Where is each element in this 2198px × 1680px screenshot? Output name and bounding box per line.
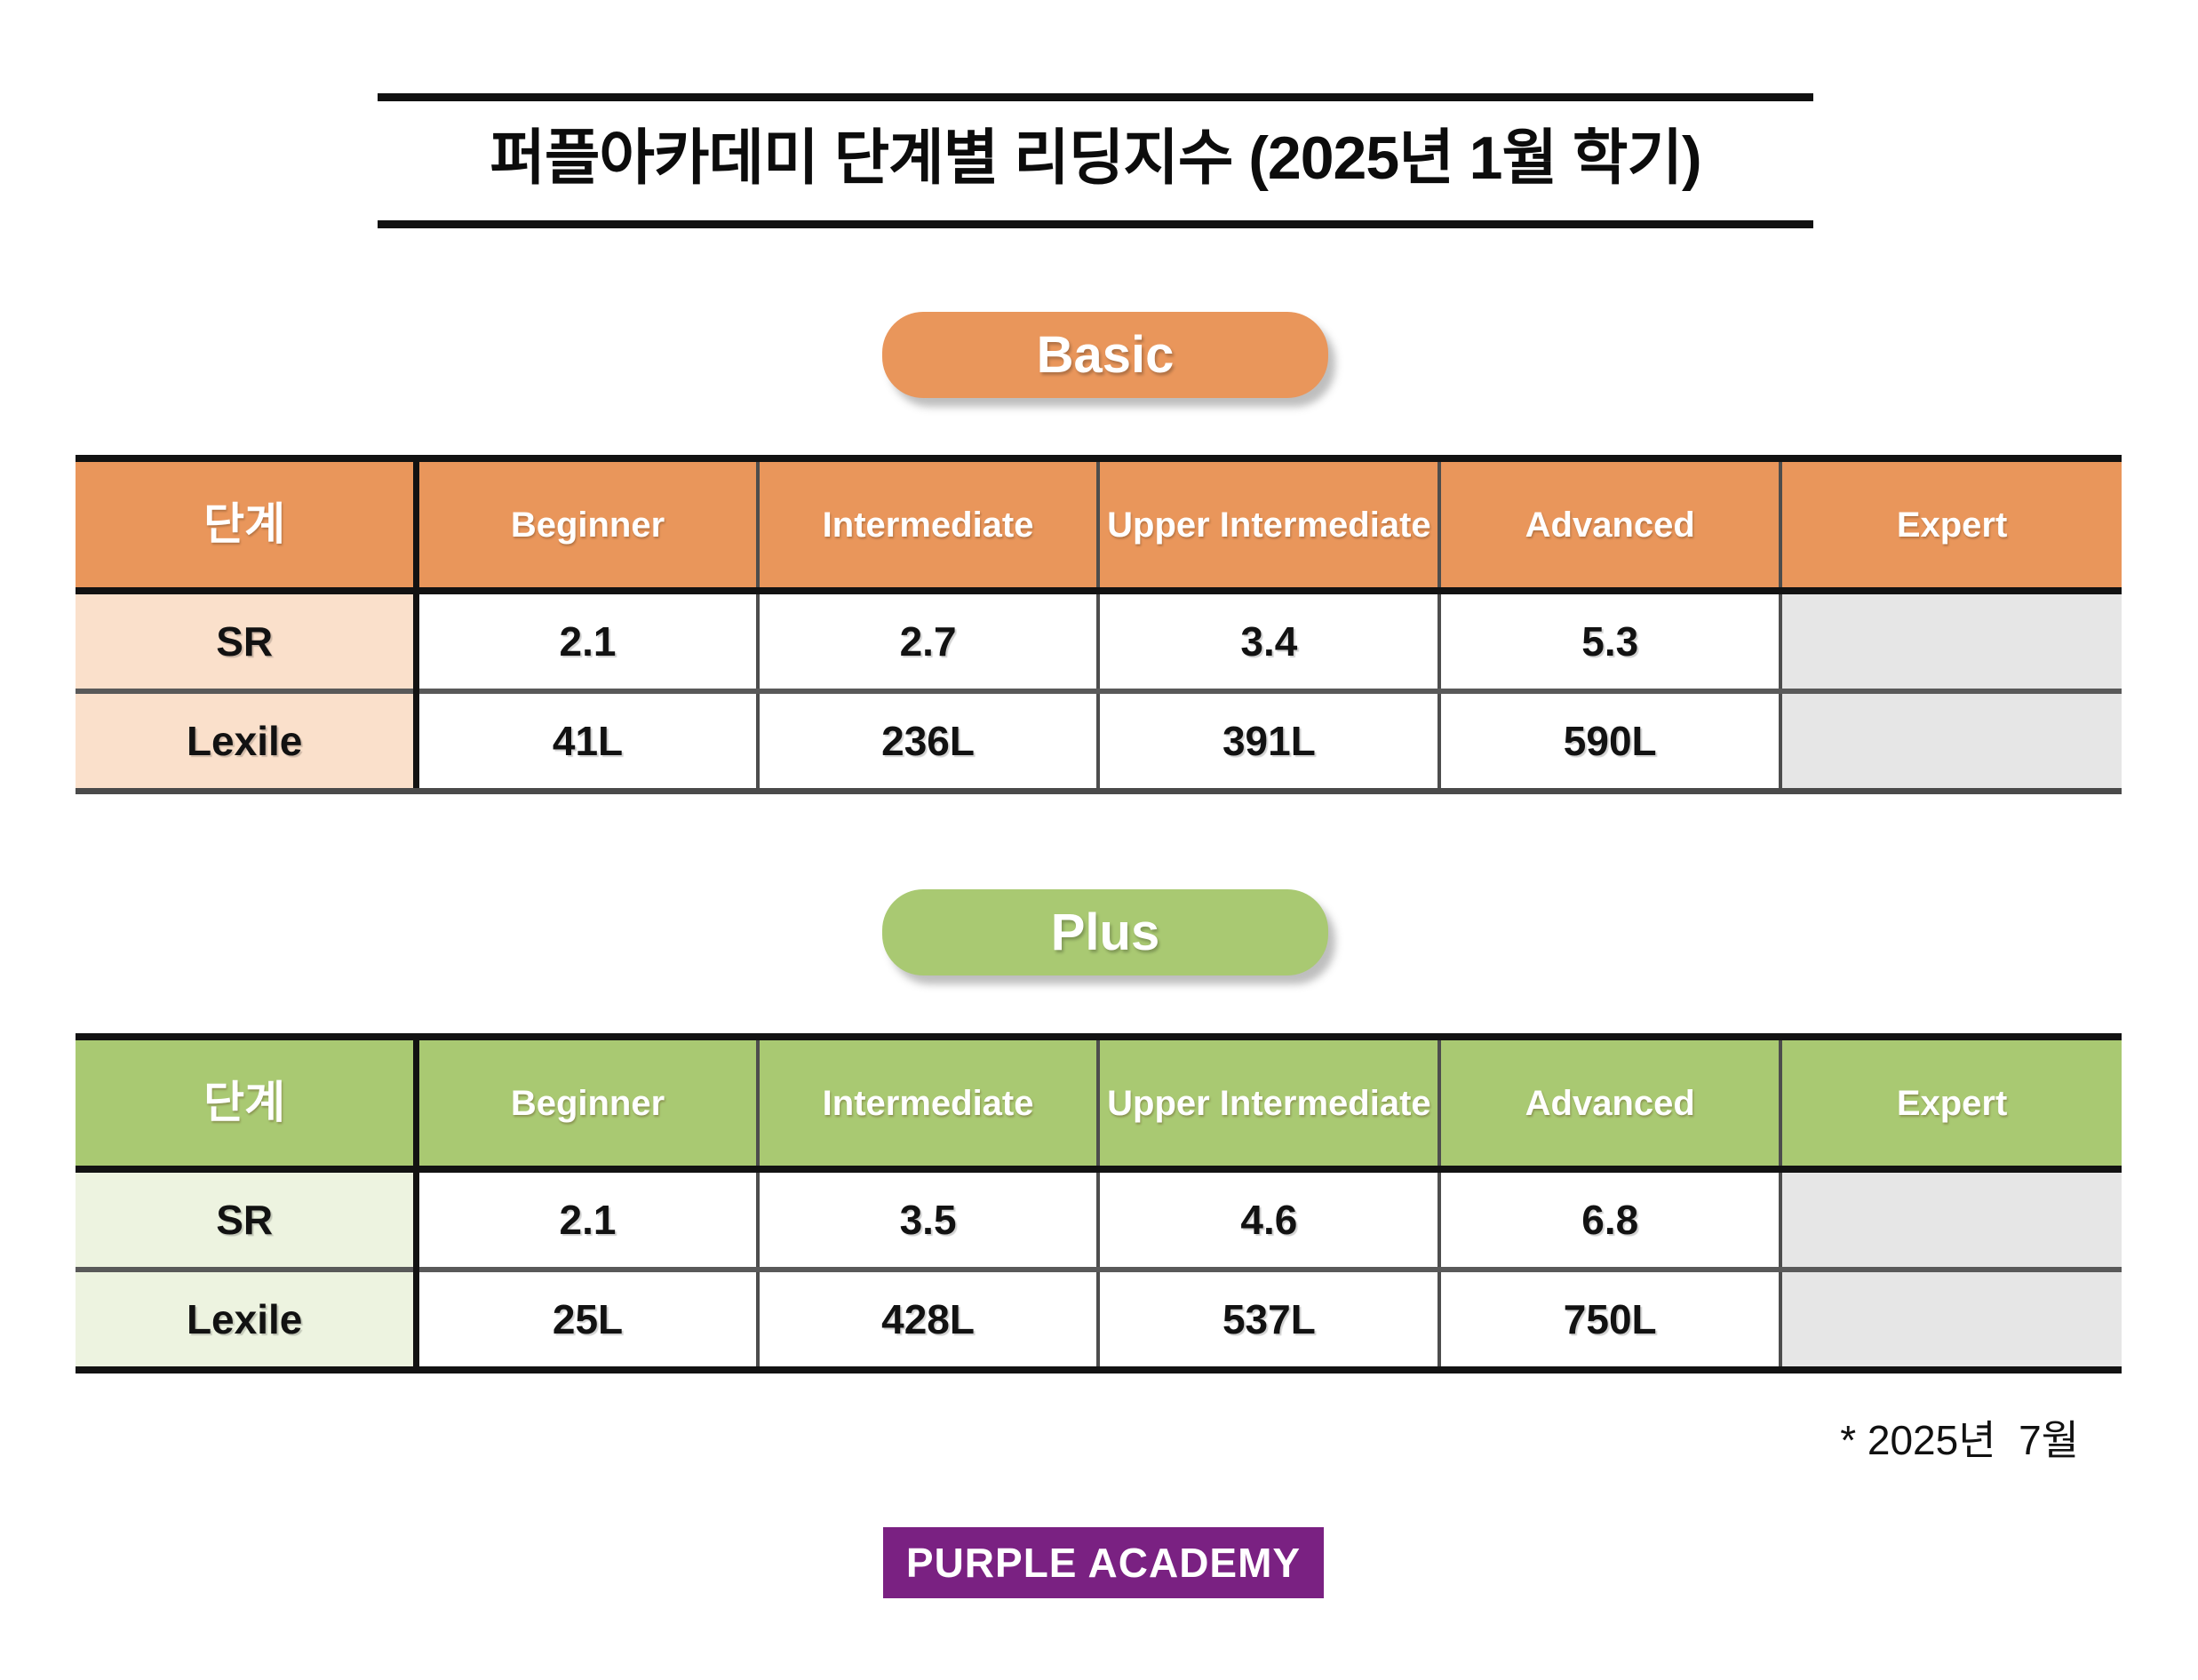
purple-academy-logo: PURPLE ACADEMY <box>883 1527 1324 1598</box>
plus-header-advanced: Advanced <box>1437 1033 1781 1173</box>
plus-lexile-advanced-value: 750L <box>1437 1270 1781 1373</box>
basic-level-table: 단계 Beginner Intermediate Upper Intermedi… <box>76 455 2122 794</box>
basic-lexile-beginner-value: 41L <box>413 691 758 794</box>
plus-lexile-row: Lexile 25L 428L 537L 750L <box>76 1270 2122 1373</box>
basic-sr-intermediate-value: 2.7 <box>755 591 1099 694</box>
basic-header-intermediate: Intermediate <box>755 455 1099 594</box>
plus-sr-beginner-value: 2.1 <box>413 1169 758 1272</box>
plus-header-upper-intermediate: Upper Intermediate <box>1096 1033 1440 1173</box>
basic-sr-row: SR 2.1 2.7 3.4 5.3 <box>76 591 2122 694</box>
plus-lexile-intermediate-value: 428L <box>755 1270 1099 1373</box>
basic-level-badge: Basic <box>882 312 1328 398</box>
basic-lexile-row-label: Lexile <box>76 691 417 794</box>
plus-lexile-upper-intermediate-value: 537L <box>1096 1270 1440 1373</box>
basic-sr-upper-intermediate-value: 3.4 <box>1096 591 1440 694</box>
basic-lexile-intermediate-value: 236L <box>755 691 1099 794</box>
basic-header-row: 단계 Beginner Intermediate Upper Intermedi… <box>76 455 2122 594</box>
plus-sr-upper-intermediate-value: 4.6 <box>1096 1169 1440 1272</box>
plus-header-intermediate: Intermediate <box>755 1033 1099 1173</box>
plus-sr-intermediate-value: 3.5 <box>755 1169 1099 1272</box>
plus-header-beginner: Beginner <box>413 1033 758 1173</box>
date-footnote: * 2025년 7월 <box>1840 1417 2079 1463</box>
plus-lexile-beginner-value: 25L <box>413 1270 758 1373</box>
plus-header-stage: 단계 <box>76 1033 417 1173</box>
basic-sr-advanced-value: 5.3 <box>1437 591 1781 694</box>
plus-sr-row-label: SR <box>76 1169 417 1272</box>
basic-header-stage: 단계 <box>76 455 417 594</box>
logo-text: PURPLE ACADEMY <box>905 1540 1302 1586</box>
basic-lexile-advanced-value: 590L <box>1437 691 1781 794</box>
plus-sr-expert-value <box>1779 1169 2122 1272</box>
page-title: 퍼플아카데미 단계별 리딩지수 (2025년 1월 학기) <box>490 124 1701 192</box>
basic-header-upper-intermediate: Upper Intermediate <box>1096 455 1440 594</box>
plus-level-badge: Plus <box>882 889 1328 975</box>
plus-badge-label: Plus <box>1050 904 1160 961</box>
plus-sr-advanced-value: 6.8 <box>1437 1169 1781 1272</box>
basic-lexile-row: Lexile 41L 236L 391L 590L <box>76 691 2122 794</box>
plus-lexile-row-label: Lexile <box>76 1270 417 1373</box>
plus-header-expert: Expert <box>1779 1033 2122 1173</box>
plus-sr-row: SR 2.1 3.5 4.6 6.8 <box>76 1169 2122 1272</box>
plus-lexile-expert-value <box>1779 1270 2122 1373</box>
basic-header-expert: Expert <box>1779 455 2122 594</box>
plus-header-row: 단계 Beginner Intermediate Upper Intermedi… <box>76 1033 2122 1173</box>
basic-sr-beginner-value: 2.1 <box>413 591 758 694</box>
basic-header-beginner: Beginner <box>413 455 758 594</box>
basic-header-advanced: Advanced <box>1437 455 1781 594</box>
plus-level-table: 단계 Beginner Intermediate Upper Intermedi… <box>76 1033 2122 1373</box>
title-top-rule <box>378 93 1813 101</box>
basic-lexile-expert-value <box>1779 691 2122 794</box>
title-bottom-rule <box>378 220 1813 228</box>
basic-sr-expert-value <box>1779 591 2122 694</box>
basic-badge-label: Basic <box>1036 326 1175 384</box>
basic-sr-row-label: SR <box>76 591 417 694</box>
basic-lexile-upper-intermediate-value: 391L <box>1096 691 1440 794</box>
